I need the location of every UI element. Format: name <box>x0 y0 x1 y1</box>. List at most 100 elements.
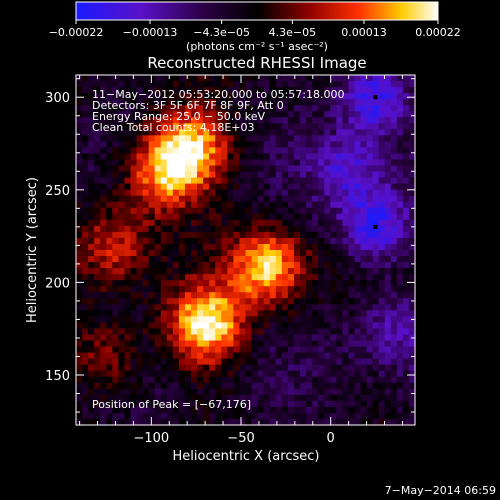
heatmap-cell <box>209 219 216 227</box>
heatmap-cell <box>203 400 210 408</box>
heatmap-cell <box>136 274 144 281</box>
heatmap-cell <box>336 262 343 269</box>
heatmap-cell <box>378 171 386 179</box>
heatmap-cell <box>197 268 204 275</box>
heatmap-cell <box>76 280 83 287</box>
heatmap-cell <box>112 129 119 136</box>
heatmap-cell <box>299 237 307 245</box>
heatmap-cell <box>118 352 126 360</box>
heatmap-cell <box>124 340 132 348</box>
heatmap-cell <box>293 213 301 221</box>
heatmap-cell <box>130 376 138 384</box>
heatmap-cell <box>239 316 247 324</box>
heatmap-cell <box>184 352 192 360</box>
heatmap-cell <box>136 250 144 257</box>
heatmap-cell <box>209 286 216 293</box>
heatmap-cell <box>203 304 210 311</box>
heatmap-cell <box>112 292 119 299</box>
heatmap-cell <box>330 213 337 221</box>
heatmap-cell <box>354 189 362 197</box>
heatmap-cell <box>306 129 313 136</box>
heatmap-cell <box>88 99 95 106</box>
heatmap-cell <box>312 225 319 233</box>
heatmap-cell <box>166 286 174 293</box>
heatmap-cell <box>154 123 162 130</box>
heatmap-cell <box>88 183 95 191</box>
heatmap-cell <box>227 328 234 336</box>
heatmap-cell <box>172 171 180 179</box>
heatmap-cell <box>245 81 253 88</box>
heatmap-cell <box>233 93 241 100</box>
heatmap-cell <box>269 189 277 197</box>
heatmap-cell <box>227 213 234 221</box>
heatmap-cell <box>257 412 265 420</box>
heatmap-cell <box>106 358 113 366</box>
heatmap-cell <box>354 105 362 112</box>
heatmap-cell <box>378 268 386 275</box>
heatmap-cell <box>269 262 277 269</box>
heatmap-cell <box>112 93 119 100</box>
heatmap-cell <box>142 219 150 227</box>
heatmap-cell <box>299 268 307 275</box>
heatmap-cell <box>118 412 126 420</box>
heatmap-cell <box>384 388 392 396</box>
heatmap-cell <box>257 376 265 384</box>
heatmap-cell <box>378 141 386 149</box>
heatmap-cell <box>136 394 144 402</box>
heatmap-cell <box>191 171 198 179</box>
heatmap-cell <box>160 298 168 305</box>
heatmap-cell <box>402 250 410 257</box>
heatmap-cell <box>118 159 126 167</box>
heatmap-cell <box>178 328 186 336</box>
heatmap-cell <box>245 250 253 257</box>
heatmap-cell <box>76 93 83 100</box>
heatmap-cell <box>263 316 271 324</box>
heatmap-cell <box>348 123 356 130</box>
heatmap-cell <box>306 400 313 408</box>
heatmap-cell <box>366 406 374 414</box>
heatmap-cell <box>378 189 386 197</box>
heatmap-cell <box>154 147 162 155</box>
heatmap-cell <box>408 207 416 215</box>
heatmap-cell <box>154 75 162 82</box>
heatmap-cell <box>281 219 289 227</box>
heatmap-cell <box>184 135 192 142</box>
heatmap-cell <box>112 183 119 191</box>
heatmap-cell <box>336 153 343 161</box>
heatmap-cell <box>106 292 113 299</box>
heatmap-cell <box>184 406 192 414</box>
heatmap-cell <box>239 183 247 191</box>
heatmap-cell <box>269 183 277 191</box>
heatmap-cell <box>221 141 228 149</box>
heatmap-cell <box>136 87 144 94</box>
heatmap-cell <box>360 195 368 203</box>
heatmap-cell <box>366 231 374 239</box>
heatmap-cell <box>124 183 132 191</box>
heatmap-cell <box>100 243 107 251</box>
heatmap-cell <box>257 364 265 372</box>
heatmap-cell <box>306 370 313 378</box>
heatmap-cell <box>94 243 101 251</box>
heatmap-cell <box>281 99 289 106</box>
heatmap-cell <box>106 256 113 263</box>
heatmap-cell <box>293 334 301 342</box>
heatmap-cell <box>118 310 126 317</box>
heatmap-cell <box>348 394 356 402</box>
heatmap-cell <box>330 237 337 245</box>
heatmap-cell <box>318 412 325 420</box>
heatmap-cell <box>160 231 168 239</box>
heatmap-cell <box>106 346 113 354</box>
heatmap-cell <box>221 358 228 366</box>
heatmap-cell <box>82 129 89 136</box>
heatmap-cell <box>336 334 343 342</box>
heatmap-cell <box>293 256 301 263</box>
heatmap-cell <box>330 225 337 233</box>
heatmap-cell <box>215 225 222 233</box>
heatmap-cell <box>402 177 410 185</box>
heatmap-cell <box>184 147 192 155</box>
heatmap-cell <box>378 201 386 209</box>
heatmap-cell <box>312 165 319 173</box>
heatmap-cell <box>312 195 319 203</box>
heatmap-cell <box>372 117 380 124</box>
heatmap-cell <box>378 406 386 414</box>
